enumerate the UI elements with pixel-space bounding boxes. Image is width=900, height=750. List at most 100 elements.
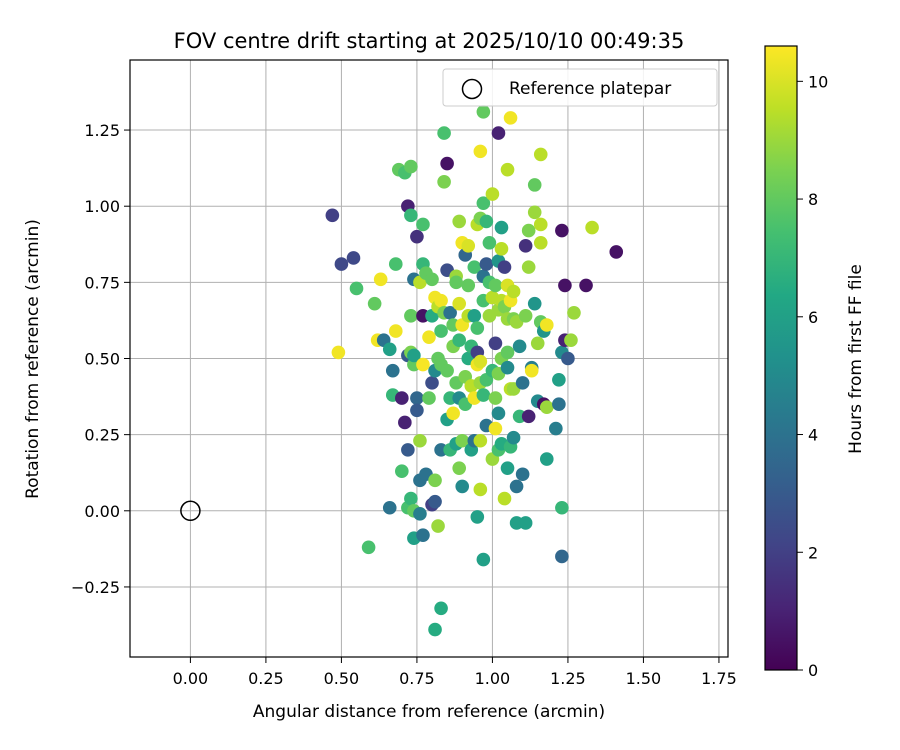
y-tick-label: 0.75 [84,273,120,292]
data-point [416,357,430,372]
y-tick-label: 1.25 [84,121,120,140]
data-point [473,354,488,369]
data-point [539,400,554,415]
data-point [461,239,476,253]
data-point [382,500,397,515]
data-point [422,330,436,344]
data-point [491,126,506,140]
data-point [500,162,515,177]
legend-box [442,68,718,107]
colorbar-label: Hours from first FF file [846,264,866,454]
y-axis-label: Rotation from reference (arcmin) [23,219,43,499]
colorbar-ticks: 0 2 4 6 8 10 [797,72,828,680]
data-point [494,242,509,256]
data-point [385,363,400,378]
data-point [527,178,542,192]
legend-marker [461,78,483,100]
data-point [609,245,624,259]
data-point [564,333,578,348]
plot-frame [129,59,729,658]
data-point [425,376,439,390]
data-point [373,272,388,287]
data-point [455,479,470,494]
data-point [527,205,542,220]
colorbar-tick-label: 0 [808,661,818,680]
data-point [585,220,599,235]
data-point [428,622,442,637]
data-point [425,272,439,287]
data-point [482,235,497,250]
y-axis-ticks: −0.25 0.00 0.25 0.50 0.75 1.00 1.25 [71,121,130,597]
data-point [567,306,581,320]
data-point [509,479,524,494]
x-tick-label: 0.50 [324,669,360,688]
data-point [518,309,533,323]
data-point [555,549,569,564]
x-tick-label: 1.50 [626,669,662,688]
data-point [440,156,454,171]
data-point [539,452,554,466]
data-point [395,391,409,405]
y-tick-label: 0.50 [84,350,120,369]
data-point [533,217,548,232]
colorbar: 0 2 4 6 8 10 Hours from first FF file [764,45,866,680]
data-point [467,309,482,323]
data-point [491,406,506,421]
data-point [428,473,442,488]
data-point [404,208,418,223]
data-point [416,217,430,232]
data-point [494,220,509,235]
data-point [473,433,488,448]
data-point [461,278,476,293]
x-axis-ticks: 0.00 0.25 0.50 0.75 1.00 1.25 1.50 1.75 [173,657,737,688]
data-point [533,235,548,250]
data-point [398,415,412,430]
data-point [476,104,491,119]
data-point [506,430,521,445]
data-point [518,239,533,253]
data-point [473,482,488,497]
data-point [555,500,569,515]
data-point [434,293,448,308]
legend: Reference platepar [442,68,718,107]
data-point [552,397,566,411]
data-point [527,296,542,311]
data-point [515,376,530,390]
data-point [476,388,491,402]
x-tick-label: 0.00 [173,669,209,688]
data-point [579,278,593,293]
x-tick-label: 1.75 [701,669,737,688]
data-point [413,507,427,521]
data-point [515,467,530,482]
data-point [325,208,340,223]
data-point [382,342,397,357]
data-point [467,260,482,274]
colorbar-gradient [764,45,798,671]
x-tick-label: 1.00 [475,669,511,688]
data-point [388,324,403,338]
data-point [413,433,427,448]
data-point [470,321,485,335]
data-point [558,278,572,293]
data-point [410,403,424,418]
data-point [549,421,563,436]
data-point [395,464,409,478]
data-point [497,491,512,506]
colorbar-tick-label: 4 [808,426,818,445]
data-point [500,345,515,360]
data-point [404,491,418,506]
data-point [555,223,569,238]
data-point [476,552,491,567]
data-point [440,363,454,378]
data-point [452,296,467,311]
data-point [455,433,470,448]
colorbar-tick-label: 8 [808,190,818,209]
chart-title: FOV centre drift starting at 2025/10/10 … [174,29,685,53]
data-point [346,251,361,265]
data-point [331,345,346,360]
data-point [428,494,442,509]
data-point [410,229,424,244]
data-point [404,159,418,174]
data-point [388,257,403,271]
